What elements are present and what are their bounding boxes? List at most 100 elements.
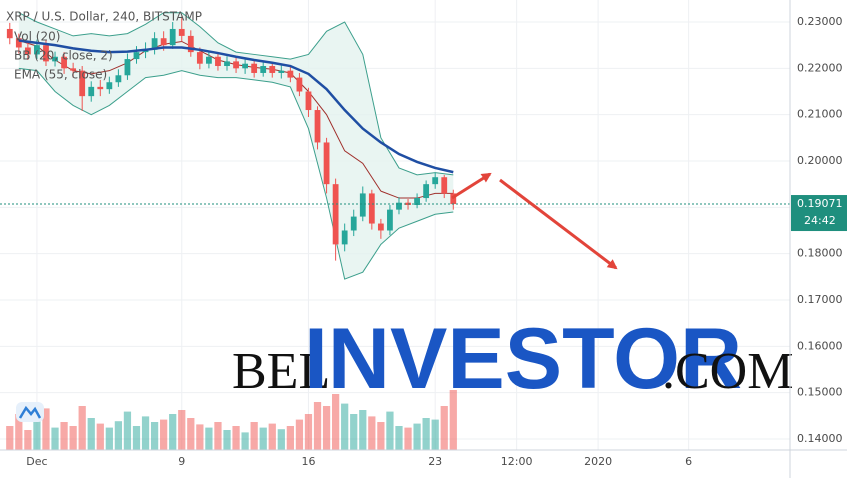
volume-bar xyxy=(123,411,132,450)
volume-bar xyxy=(386,411,394,450)
y-tick-label: 0.16000 xyxy=(797,339,843,352)
volume-bar xyxy=(33,419,41,450)
volume-bar xyxy=(141,416,150,450)
volume-bar xyxy=(232,426,240,450)
volume-bar xyxy=(395,426,403,450)
candle-body xyxy=(251,63,258,73)
candle-body xyxy=(341,230,348,245)
candle-body xyxy=(52,56,58,62)
candle-body xyxy=(377,223,384,231)
y-tick-label: 0.20000 xyxy=(797,154,843,167)
candle-body xyxy=(79,70,86,97)
candle-body xyxy=(305,91,312,111)
watermark-main: INVESTOR xyxy=(304,311,742,407)
volume-bar xyxy=(377,422,385,450)
volume-bar xyxy=(259,427,267,450)
volume-bar xyxy=(187,418,195,450)
candle-body xyxy=(269,66,276,73)
y-tick-label: 0.15000 xyxy=(797,386,843,399)
candle-body xyxy=(242,63,249,69)
watermark: BEL INVESTOR .COM xyxy=(232,311,793,407)
candle-body xyxy=(6,28,13,39)
candle-body xyxy=(432,177,439,185)
x-tick-label: Dec xyxy=(26,455,47,468)
annotation-arrows xyxy=(451,172,618,270)
volume-bar xyxy=(241,432,249,450)
candle-body xyxy=(359,193,366,217)
candle-body xyxy=(278,70,285,73)
volume-bar xyxy=(160,419,168,450)
candle-body xyxy=(314,110,321,143)
candle-body xyxy=(414,198,420,206)
volume-bar xyxy=(196,424,204,450)
candles xyxy=(0,16,790,261)
candle-body xyxy=(260,66,267,73)
candle-body xyxy=(396,202,402,210)
watermark-suffix: .COM xyxy=(662,343,793,400)
watermark-prefix: BEL xyxy=(232,343,330,400)
legend-bb: BB (20, close, 2) xyxy=(14,49,113,63)
candle-body xyxy=(224,61,230,67)
volume-bar xyxy=(96,423,104,450)
volume-bar xyxy=(105,427,113,450)
candle-body xyxy=(368,193,375,224)
volume-bar xyxy=(132,426,141,450)
volume-bar xyxy=(449,390,457,450)
volume-bar xyxy=(169,414,177,450)
bb-upper xyxy=(18,12,454,176)
volume-bar xyxy=(178,410,186,450)
volume-bar xyxy=(304,414,313,450)
volume-bar xyxy=(205,427,213,450)
volume-bar xyxy=(359,410,367,450)
candle-body xyxy=(106,82,113,90)
volume-bar xyxy=(404,427,412,450)
axes: 0.14000 0.15000 0.16000 0.17000 0.18000 0.190… xyxy=(26,15,847,468)
candle-body xyxy=(61,56,67,69)
candle-body xyxy=(70,68,77,71)
volume-bar xyxy=(223,430,231,450)
volume-bar xyxy=(313,402,322,450)
legend-volume: Vol (20) xyxy=(14,30,60,44)
volume-bar xyxy=(322,406,331,450)
candle-body xyxy=(206,56,212,64)
volume-bar xyxy=(51,427,59,450)
y-tick-label: 0.22000 xyxy=(797,61,843,74)
candle-body xyxy=(151,38,158,50)
volume-bar xyxy=(332,394,340,450)
volume-bar xyxy=(15,414,23,450)
logo-mark xyxy=(18,405,42,419)
volume-bar xyxy=(250,422,258,450)
y-tick-label: 0.14000 xyxy=(797,432,843,445)
y-tick-label: 0.23000 xyxy=(797,15,843,28)
volume-bar xyxy=(341,403,349,450)
price-tag xyxy=(791,195,847,232)
candle-body xyxy=(233,61,239,69)
volume-bar xyxy=(422,418,430,450)
y-tick-label: 0.18000 xyxy=(797,247,843,260)
y-tick-label: 0.17000 xyxy=(797,293,843,306)
volume-bar xyxy=(440,406,448,450)
candle-body xyxy=(441,177,448,194)
volume-bar xyxy=(78,406,86,450)
arrow-up xyxy=(451,172,492,200)
volume-bar xyxy=(368,416,376,450)
candle-body xyxy=(24,47,31,55)
candle-body xyxy=(169,28,176,46)
candle-body xyxy=(350,216,357,231)
volume-bar xyxy=(60,422,68,450)
tv-logo xyxy=(16,402,44,422)
candle-body xyxy=(296,77,303,92)
legend: XRP / U.S. Dollar, 240, BITSTAMP Vol (20… xyxy=(6,10,202,82)
candle-body xyxy=(133,52,140,60)
volume-bar xyxy=(69,426,77,450)
volume-bar xyxy=(6,426,14,450)
volume-bar xyxy=(114,421,123,450)
x-tick-label: 9 xyxy=(178,455,185,468)
legend-title: XRP / U.S. Dollar, 240, BITSTAMP xyxy=(6,10,202,24)
candle-body xyxy=(160,38,167,46)
arrow-down xyxy=(499,178,618,270)
candle-body xyxy=(423,184,430,199)
candle-body xyxy=(387,209,393,231)
price-tag-label: 0.19071 xyxy=(797,197,843,210)
volume-bar xyxy=(295,419,304,450)
